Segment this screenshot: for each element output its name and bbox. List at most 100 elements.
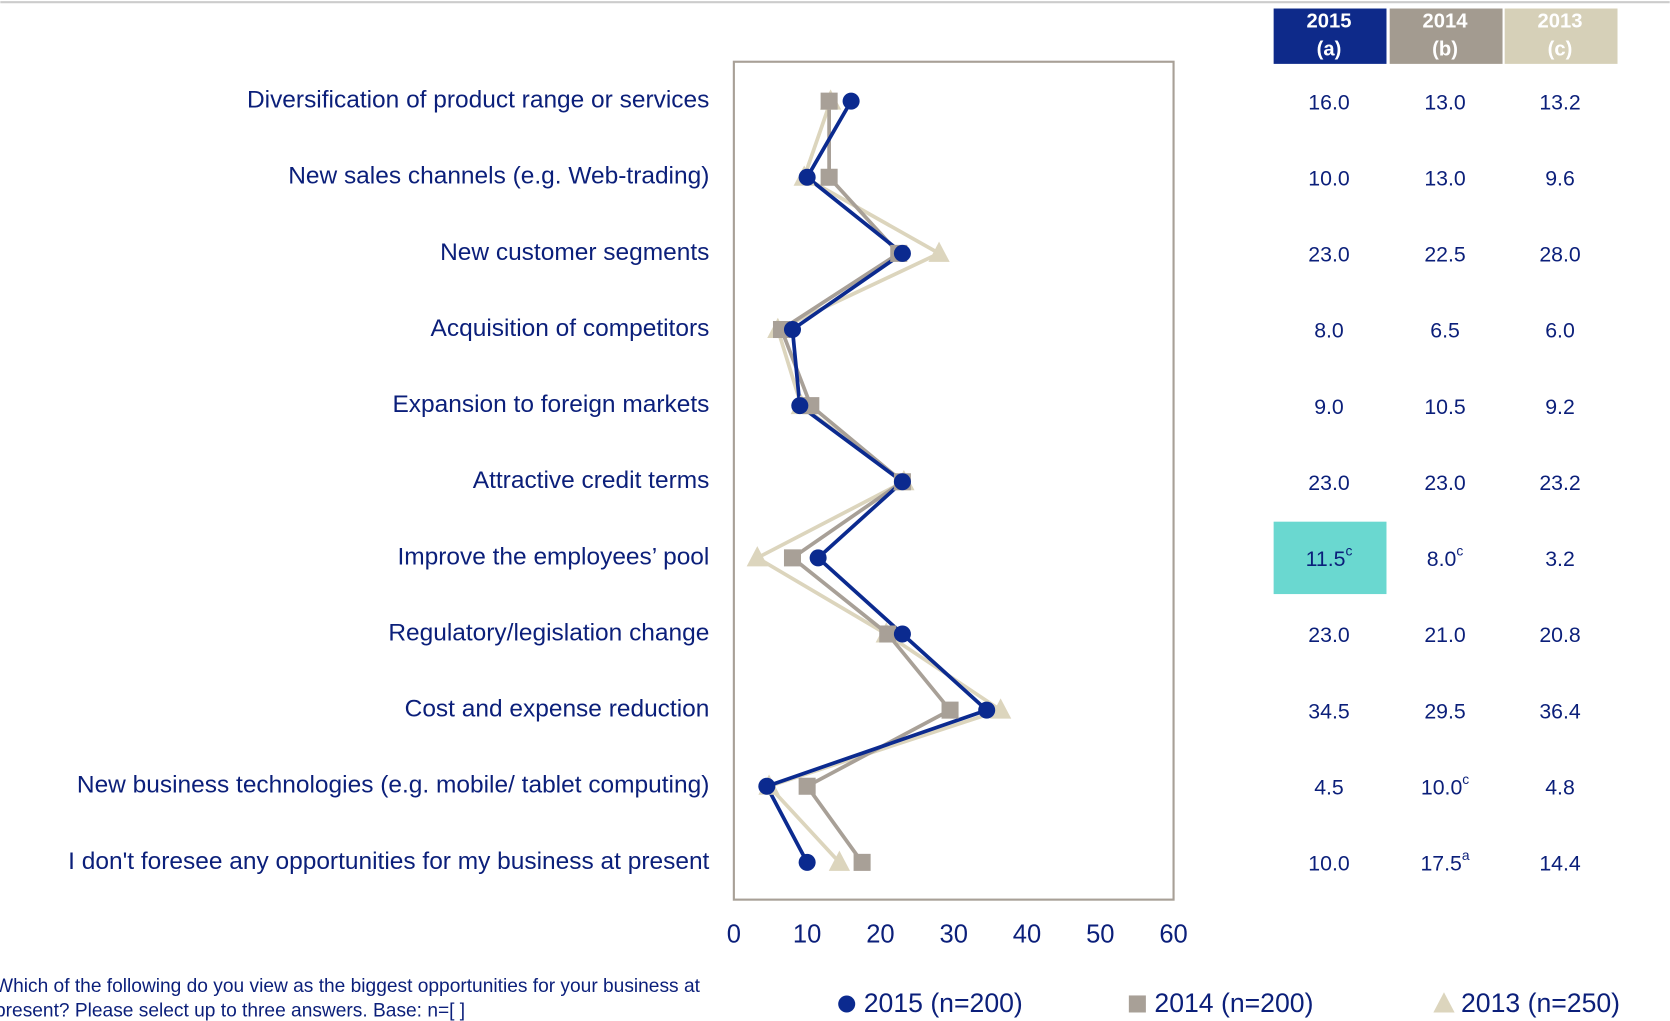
table-value: 23.0 (1308, 471, 1349, 495)
table-value: 29.5 (1424, 699, 1465, 723)
table-value: 16.0 (1308, 90, 1349, 114)
marker (783, 549, 802, 567)
table-value: 14.4 (1539, 851, 1581, 875)
x-tick-label: 30 (939, 921, 967, 949)
value-label: 8.0 (1314, 318, 1344, 342)
highlight-cell (1273, 521, 1387, 595)
series-line (779, 101, 953, 864)
value-label: 13.2 (1539, 90, 1580, 114)
value-label: 9.2 (1545, 394, 1575, 418)
value-label: 3.2 (1545, 547, 1575, 571)
value-label: 23.0 (1308, 471, 1349, 495)
table-value: 10.0c (1421, 771, 1469, 799)
table-value: 9.6 (1545, 166, 1575, 190)
x-tick-label: 10 (793, 921, 821, 949)
value-label: 9.6 (1545, 166, 1575, 190)
superscript: c (1456, 542, 1463, 558)
category-label: Diversification of product range or serv… (247, 87, 709, 114)
marker (941, 701, 959, 719)
value-label: 23.2 (1539, 471, 1580, 495)
value-label: 6.0 (1545, 318, 1575, 342)
table-value: 21.0 (1424, 623, 1465, 647)
category-label: New sales channels (e.g. Web-trading) (288, 163, 709, 190)
footnote: present? Please select up to three answe… (0, 1000, 465, 1021)
legend-marker (1128, 995, 1146, 1013)
table-value: 8.0c (1427, 542, 1464, 570)
value-label: 36.4 (1539, 699, 1581, 723)
table-value: 11.5c (1306, 542, 1353, 570)
legend-marker (1433, 992, 1455, 1013)
marker (798, 168, 816, 186)
table-value: 17.5a (1420, 847, 1469, 875)
x-tick-label: 50 (1086, 921, 1114, 949)
value-label: 10.0 (1421, 775, 1462, 799)
category-label: Improve the employees’ pool (397, 543, 709, 570)
value-label: 14.4 (1539, 851, 1581, 875)
table-header-cell (1389, 8, 1503, 64)
category-label: Regulatory/legislation change (388, 619, 709, 646)
marker (893, 244, 911, 262)
series-line (764, 100, 991, 864)
x-tick-label: 60 (1159, 921, 1187, 949)
value-label: 16.0 (1308, 90, 1349, 114)
table-value: 10.0 (1308, 166, 1349, 190)
category-label: Expansion to foreign markets (392, 391, 709, 418)
value-label: 10.0 (1308, 851, 1349, 875)
table-value: 36.4 (1539, 699, 1581, 723)
table-header-cell (1273, 8, 1387, 64)
table-value: 4.5 (1314, 775, 1344, 799)
table-value: 6.0 (1545, 318, 1575, 342)
table-value: 20.8 (1539, 623, 1580, 647)
value-label: 8.0 (1427, 547, 1457, 571)
table-value: 23.2 (1539, 471, 1580, 495)
table-value: 13.0 (1424, 166, 1465, 190)
category-label: Acquisition of competitors (431, 315, 710, 342)
value-label: 17.5 (1420, 851, 1461, 875)
value-label: 13.0 (1424, 90, 1465, 114)
marker (798, 777, 816, 795)
category-label: I don't foresee any opportunities for my… (68, 848, 709, 875)
table-header: (c) (1548, 38, 1573, 60)
value-label: 22.5 (1424, 242, 1465, 266)
value-label: 34.5 (1308, 699, 1349, 723)
marker (989, 698, 1012, 719)
value-label: 4.5 (1314, 775, 1344, 799)
marker (893, 473, 911, 491)
table-value: 10.5 (1424, 394, 1465, 418)
value-label: 6.5 (1430, 318, 1460, 342)
table-value: 13.2 (1539, 90, 1580, 114)
table-header: (b) (1432, 38, 1458, 60)
marker (798, 853, 816, 871)
table-value: 9.0 (1314, 394, 1344, 418)
table-value: 34.5 (1308, 699, 1349, 723)
marker (758, 777, 776, 795)
x-tick-label: 20 (866, 921, 894, 949)
table-value: 22.5 (1424, 242, 1465, 266)
superscript: c (1462, 771, 1469, 787)
marker (783, 320, 802, 339)
table-header-cell (1504, 8, 1618, 64)
value-label: 23.0 (1424, 471, 1465, 495)
marker (978, 701, 996, 719)
table-header: (a) (1317, 38, 1342, 60)
x-tick-label: 40 (1013, 921, 1041, 949)
category-label: New business technologies (e.g. mobile/ … (77, 772, 709, 799)
category-label: New customer segments (440, 239, 709, 266)
value-label: 28.0 (1539, 242, 1580, 266)
table-header: 2013 (1538, 11, 1583, 33)
legend-label: 2015 (n=200) (864, 988, 1023, 1018)
marker (842, 92, 860, 110)
value-label: 4.8 (1545, 775, 1575, 799)
category-label: Cost and expense reduction (405, 696, 710, 723)
superscript: a (1462, 847, 1470, 863)
marker (820, 168, 838, 186)
table-header: 2014 (1423, 11, 1469, 33)
superscript: c (1345, 542, 1352, 558)
table-value: 3.2 (1545, 547, 1575, 571)
table-value: 10.0 (1308, 851, 1349, 875)
value-label: 29.5 (1424, 699, 1465, 723)
legend-marker (838, 995, 856, 1013)
value-label: 11.5 (1306, 547, 1346, 571)
value-label: 23.0 (1308, 242, 1349, 266)
